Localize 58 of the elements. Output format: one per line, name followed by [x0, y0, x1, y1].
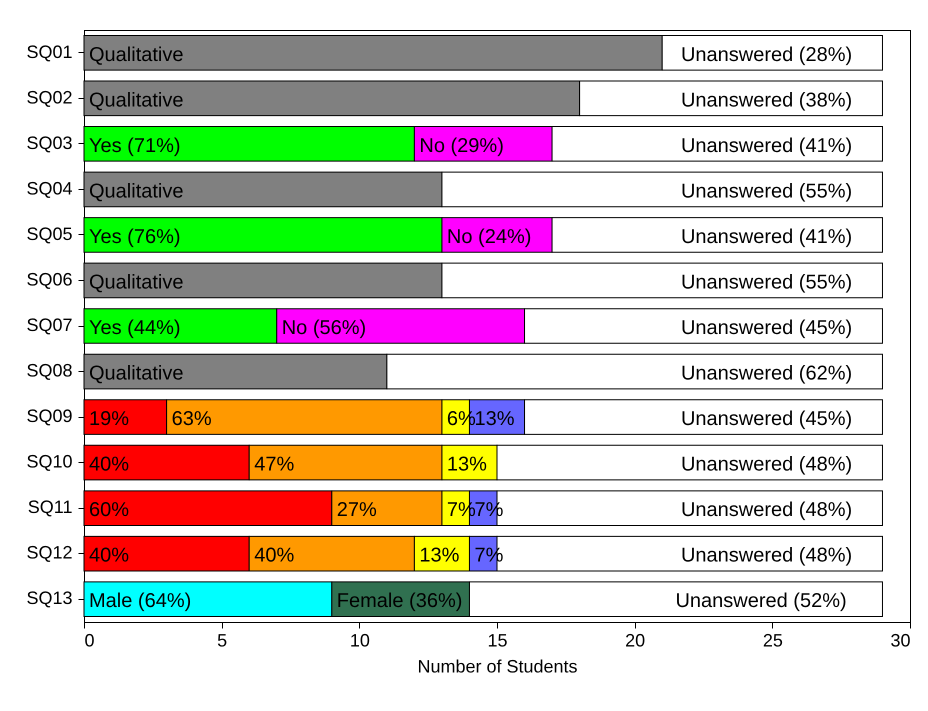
- y-tick-label: SQ06: [26, 269, 72, 290]
- annotation: Qualitative: [89, 89, 184, 112]
- y-tick-label: SQ05: [26, 224, 72, 244]
- x-tick-label: 5: [217, 630, 228, 650]
- y-tick-label: SQ10: [26, 452, 72, 472]
- y-tick-label: SQ13: [26, 588, 72, 608]
- annotation: 19%: [89, 408, 130, 430]
- x-tick-label: 0: [84, 630, 95, 650]
- annotation: 60%: [89, 499, 130, 522]
- annotation: 47%: [254, 454, 294, 476]
- annotation: Unanswered (45%): [680, 408, 852, 430]
- x-tick-label: 15: [487, 630, 508, 650]
- annotation: No (29%): [419, 134, 504, 157]
- y-tick-label: SQ02: [26, 87, 72, 108]
- annotation: 40%: [89, 544, 130, 567]
- annotation: 40%: [89, 454, 130, 476]
- x-tick-label: 25: [762, 630, 783, 650]
- annotation: Unanswered (41%): [680, 134, 852, 157]
- annotation: Qualitative: [89, 271, 184, 294]
- annotation: Unanswered (48%): [680, 544, 852, 567]
- annotation: No (56%): [282, 317, 366, 339]
- annotation: Yes (71%): [89, 134, 181, 157]
- y-tick-label: SQ08: [26, 360, 72, 381]
- y-tick-label: SQ01: [26, 42, 72, 62]
- annotation: Unanswered (55%): [680, 271, 852, 294]
- y-tick-label: SQ07: [26, 315, 72, 335]
- annotation: 13%: [474, 408, 515, 430]
- annotation: Yes (76%): [89, 226, 181, 248]
- x-tick-label: 20: [625, 630, 646, 650]
- y-tick-label: SQ11: [28, 497, 72, 518]
- annotation: Qualitative: [89, 180, 184, 202]
- annotation: Unanswered (48%): [680, 499, 852, 522]
- annotation: Qualitative: [89, 44, 184, 66]
- annotation: Female (36%): [336, 590, 462, 612]
- annotation: 13%: [446, 454, 488, 476]
- annotation: 63%: [172, 408, 212, 430]
- annotation: 40%: [254, 544, 294, 567]
- annotation: 13%: [419, 544, 460, 567]
- y-tick-label: SQ12: [26, 542, 72, 563]
- annotation: Unanswered (62%): [680, 362, 852, 385]
- y-tick-label: SQ03: [26, 132, 72, 153]
- y-tick-label: SQ09: [26, 406, 72, 426]
- y-tick-label: SQ04: [26, 178, 72, 198]
- annotation: Unanswered (28%): [680, 44, 852, 66]
- x-axis-title: Number of Students: [417, 656, 578, 676]
- annotation: Male (64%): [89, 590, 192, 612]
- annotation: Unanswered (41%): [680, 226, 852, 248]
- annotation: Unanswered (48%): [680, 454, 852, 476]
- annotation: Unanswered (45%): [680, 317, 852, 339]
- annotation: Unanswered (52%): [675, 590, 847, 612]
- annotation: No (24%): [446, 226, 532, 248]
- annotation: Unanswered (38%): [680, 89, 852, 112]
- annotation: 27%: [336, 499, 378, 522]
- x-tick-label: 30: [890, 630, 910, 650]
- annotation: Unanswered (55%): [680, 180, 852, 202]
- annotation: Yes (44%): [89, 317, 181, 339]
- annotation: Qualitative: [89, 362, 184, 385]
- x-tick-label: 10: [350, 630, 370, 650]
